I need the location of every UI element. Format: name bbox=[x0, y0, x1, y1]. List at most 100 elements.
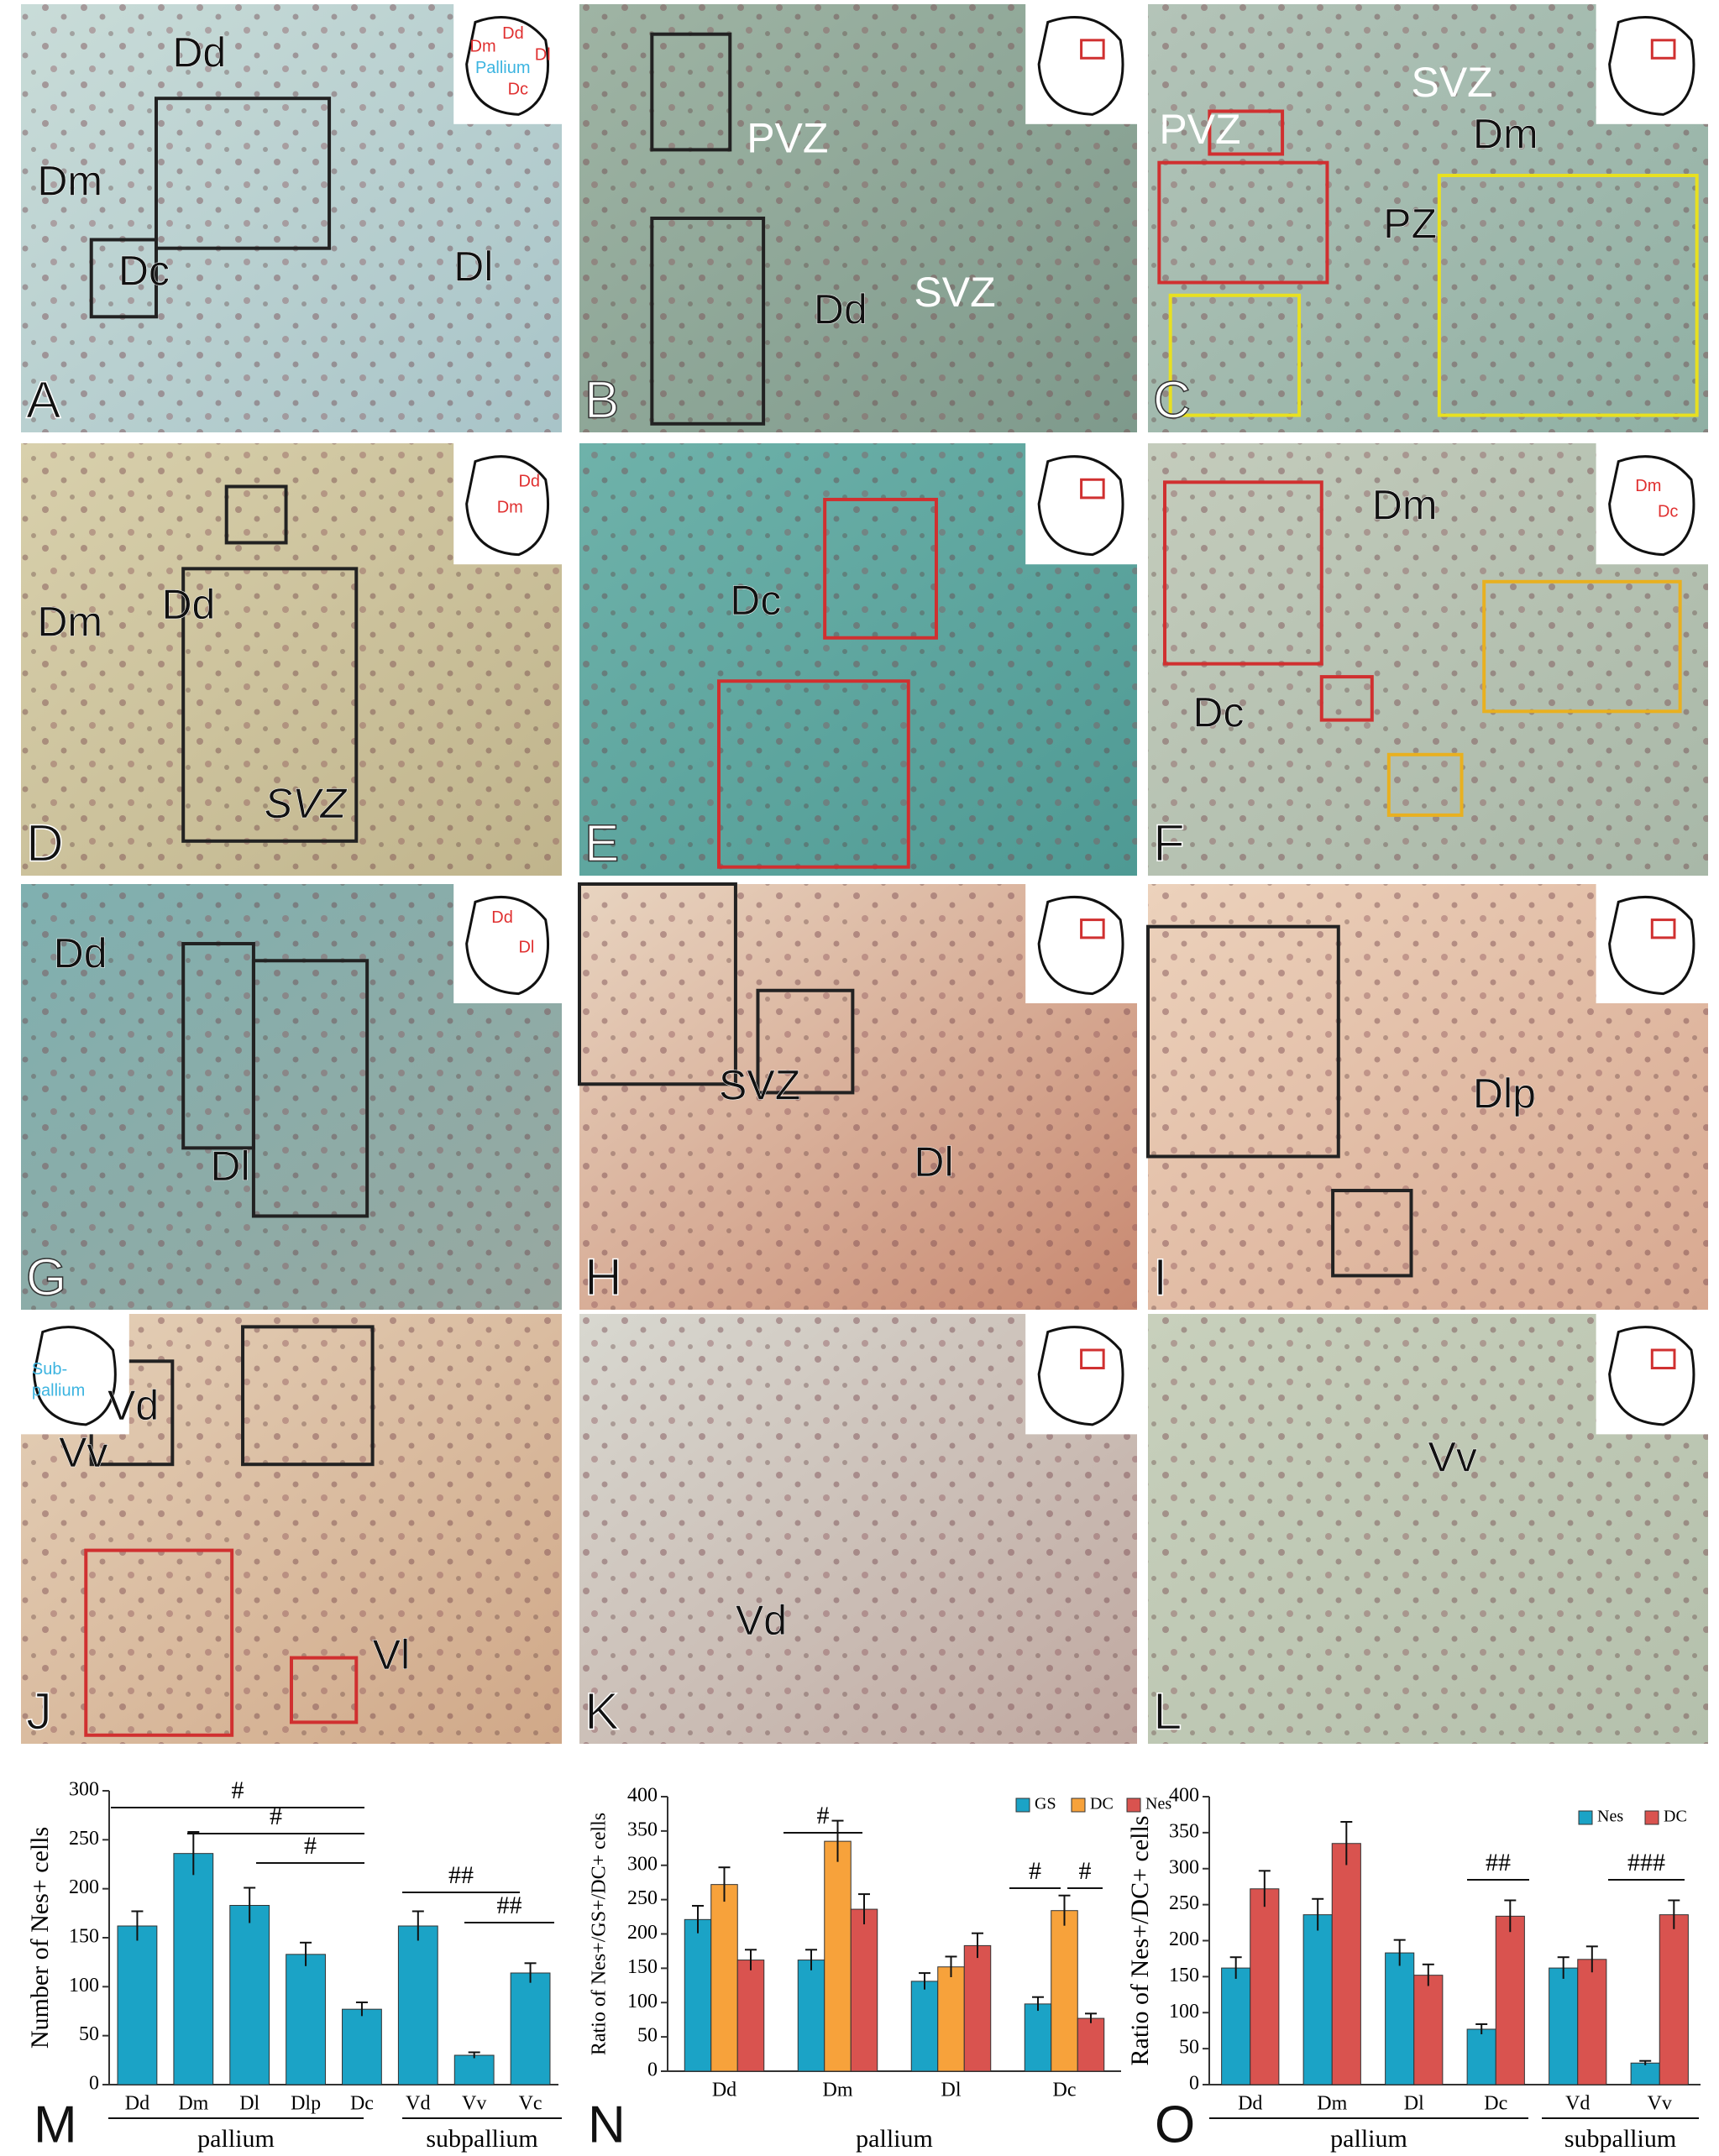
significance-label: # bbox=[1029, 1857, 1041, 1885]
inset-box bbox=[1482, 579, 1682, 714]
y-tick-label: 200 bbox=[627, 1922, 658, 1944]
panel-letter: D bbox=[26, 814, 64, 872]
y-tick-label: 200 bbox=[1169, 1928, 1199, 1950]
x-tick-label: Dd bbox=[712, 2080, 736, 2101]
panel-letter: C bbox=[1153, 371, 1191, 429]
y-axis-label: Number of Nes+ cells bbox=[26, 1827, 54, 2049]
bar bbox=[963, 1944, 992, 2072]
error-bar bbox=[1639, 2059, 1652, 2065]
brain-outline bbox=[1037, 16, 1124, 116]
group-label: pallium bbox=[1330, 2125, 1407, 2153]
schematic-bg bbox=[453, 884, 562, 1003]
panel-letter: A bbox=[26, 371, 61, 429]
error-bar bbox=[718, 1866, 731, 1902]
region-label: Dd bbox=[814, 285, 867, 332]
panel-letter: E bbox=[584, 814, 619, 872]
region-marker bbox=[1650, 39, 1676, 60]
schematic-bg bbox=[453, 443, 562, 565]
region-label: Dm bbox=[37, 599, 102, 646]
x-tick-label: Dm bbox=[1317, 2093, 1347, 2115]
x-tick-label: Vd bbox=[1565, 2093, 1590, 2115]
error-bar bbox=[831, 1819, 844, 1862]
region-label: Dd bbox=[54, 929, 107, 976]
bar bbox=[1051, 1910, 1078, 2072]
schematic-bg bbox=[1596, 4, 1708, 124]
error-bar bbox=[411, 1910, 424, 1941]
error-bar bbox=[355, 2002, 368, 2017]
bar bbox=[1495, 1915, 1525, 2085]
x-tick-label: Dc bbox=[350, 2093, 374, 2115]
region-marker bbox=[1650, 918, 1676, 939]
bar bbox=[1221, 1967, 1251, 2085]
error-bar bbox=[1504, 1899, 1517, 1933]
schematic-label: Dc bbox=[508, 80, 528, 98]
bar bbox=[510, 1972, 551, 2085]
inset-box bbox=[224, 484, 288, 545]
inset-box bbox=[1168, 293, 1302, 417]
inset-box bbox=[89, 238, 158, 319]
significance-label: # bbox=[1079, 1857, 1092, 1885]
x-tick-label: Dl bbox=[1404, 2093, 1424, 2115]
y-tick-label: 150 bbox=[1169, 1965, 1199, 1986]
brain-outline bbox=[1608, 1326, 1695, 1426]
y-tick-label: 300 bbox=[1169, 1856, 1199, 1878]
legend-swatch bbox=[1071, 1798, 1086, 1813]
y-tick-label: 350 bbox=[1169, 1820, 1199, 1842]
region-marker bbox=[1080, 478, 1105, 500]
region-marker bbox=[1080, 918, 1105, 939]
error-bar bbox=[468, 2051, 480, 2059]
y-tick-label: 100 bbox=[1169, 2001, 1199, 2023]
inset-box bbox=[84, 1548, 234, 1737]
schematic-bg bbox=[1596, 443, 1708, 565]
bar bbox=[710, 1884, 738, 2072]
brain-outline bbox=[1037, 896, 1124, 996]
error-bar bbox=[805, 1949, 817, 1970]
panel-letter: N bbox=[588, 2096, 626, 2153]
y-tick-label: 150 bbox=[69, 1926, 99, 1948]
x-tick-label: Vv bbox=[1648, 2093, 1672, 2115]
y-tick-label: 0 bbox=[647, 2059, 658, 2081]
error-bar bbox=[187, 1831, 200, 1876]
region-marker bbox=[1080, 39, 1105, 60]
region-label: PVZ bbox=[747, 114, 828, 161]
bar bbox=[1385, 1952, 1415, 2085]
significance-label: # bbox=[270, 1803, 282, 1830]
y-tick-label: 350 bbox=[627, 1818, 658, 1840]
bar bbox=[1577, 1959, 1607, 2085]
bar bbox=[1659, 1914, 1689, 2085]
schematic-label: Dl bbox=[518, 938, 534, 956]
bar bbox=[1413, 1975, 1444, 2085]
inset-box bbox=[155, 97, 332, 250]
region-label: PZ bbox=[1383, 200, 1437, 247]
error-bar bbox=[300, 1941, 312, 1966]
bar bbox=[684, 1918, 712, 2072]
inset-box bbox=[1437, 174, 1699, 417]
significance-label: ## bbox=[497, 1892, 522, 1919]
panel-letter: H bbox=[584, 1248, 622, 1306]
inset-box bbox=[1163, 480, 1323, 666]
bar bbox=[229, 1905, 270, 2085]
brain-outline bbox=[1608, 896, 1695, 996]
schematic-label: Dm bbox=[1635, 477, 1661, 495]
inset-box bbox=[1331, 1189, 1413, 1278]
bar bbox=[736, 1960, 765, 2072]
schematic-label: Pallium bbox=[475, 59, 531, 77]
y-tick-label: 150 bbox=[627, 1956, 658, 1978]
inset-box bbox=[1208, 109, 1285, 156]
error-bar bbox=[524, 1962, 537, 1983]
bar bbox=[1024, 2003, 1052, 2072]
bar bbox=[1077, 2017, 1105, 2072]
region-label: Vv bbox=[1428, 1433, 1477, 1480]
bar bbox=[1250, 1888, 1280, 2085]
inset-box bbox=[578, 882, 737, 1086]
region-label: Vd bbox=[107, 1382, 159, 1429]
error-bar bbox=[1393, 1939, 1406, 1966]
y-tick-label: 300 bbox=[627, 1853, 658, 1875]
region-label: Dc bbox=[1192, 689, 1244, 736]
y-tick-label: 200 bbox=[69, 1876, 99, 1898]
schematic-bg bbox=[1025, 884, 1137, 1003]
error-bar bbox=[1258, 1870, 1271, 1907]
legend-label: DC bbox=[1090, 1795, 1114, 1813]
panel-letter: I bbox=[1153, 1248, 1167, 1306]
